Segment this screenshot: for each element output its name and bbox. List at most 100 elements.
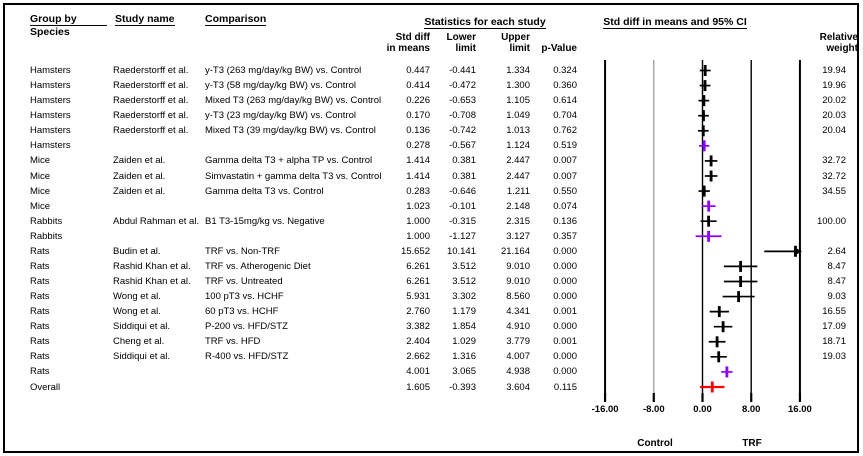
cell-p: 0.000 bbox=[553, 366, 577, 378]
cell-study: Raederstorff et al. bbox=[113, 125, 189, 137]
cell-upper: 2.447 bbox=[506, 155, 530, 167]
cell-std_diff: 15.652 bbox=[400, 245, 430, 257]
cell-weight: 32.72 bbox=[822, 155, 846, 167]
cell-study bbox=[113, 364, 205, 379]
cell-p: 0.115 bbox=[553, 381, 577, 393]
table-row: Hamsters Raederstorff et al. y-T3 (23 mg/d… bbox=[0, 108, 863, 123]
cell-upper: 4.910 bbox=[506, 321, 530, 333]
cell-lower: 3.512 bbox=[452, 276, 476, 287]
cell-study: Wong et al. bbox=[113, 291, 161, 303]
cell-std_diff: 1.023 bbox=[406, 200, 430, 212]
cell-upper: 2.315 bbox=[506, 215, 530, 227]
comparison-header: Comparison bbox=[205, 13, 267, 26]
cell-lower: -1.127 bbox=[449, 230, 476, 242]
cell-species: Hamsters bbox=[30, 95, 71, 107]
cell-upper: 1.124 bbox=[506, 140, 530, 152]
cell-study bbox=[113, 380, 205, 395]
table-row: Rats Rashid Khan et al. TRF vs. Untreated 6… bbox=[0, 274, 863, 289]
cell-upper: 4.938 bbox=[506, 366, 530, 378]
cell-p: 0.007 bbox=[553, 170, 577, 182]
cell-comparison: 100 pT3 vs. HCHF bbox=[205, 291, 284, 303]
cell-species: Mice bbox=[30, 170, 51, 182]
cell-species: Rabbits bbox=[30, 215, 63, 227]
cell-comparison: Gamma delta T3 + alpha TP vs. Control bbox=[205, 155, 373, 167]
cell-lower: 10.141 bbox=[446, 245, 476, 257]
col-header-p-value: p-Value bbox=[541, 43, 577, 54]
cell-comparison bbox=[205, 138, 377, 153]
x-tick-label: 16.00 bbox=[788, 404, 812, 415]
cell-comparison: TRF vs. Atherogenic Diet bbox=[205, 260, 311, 272]
cell-weight: 20.02 bbox=[822, 95, 846, 107]
cell-upper: 21.164 bbox=[500, 245, 530, 257]
cell-weight: 19.96 bbox=[822, 80, 846, 92]
table-row: Mice Zaiden et al. Gamma delta T3 vs. Cont… bbox=[0, 184, 863, 199]
cell-upper: 4.341 bbox=[506, 306, 530, 318]
cell-upper: 1.211 bbox=[506, 185, 530, 197]
axis-annotation-trf: TRF bbox=[742, 438, 762, 449]
cell-species: Rats bbox=[30, 291, 50, 303]
cell-std_diff: 0.136 bbox=[406, 125, 430, 137]
cell-upper: 1.013 bbox=[506, 125, 530, 137]
cell-weight bbox=[778, 199, 846, 214]
cell-species: Rats bbox=[30, 245, 50, 257]
group-by-header: Group by Species bbox=[30, 13, 107, 38]
cell-lower: -0.315 bbox=[449, 215, 476, 227]
cell-species: Hamsters bbox=[30, 125, 71, 137]
cell-weight: 17.09 bbox=[822, 321, 846, 333]
cell-study: Rashid Khan et al. bbox=[113, 260, 191, 272]
cell-std_diff: 1.414 bbox=[406, 155, 430, 167]
cell-std_diff: 0.447 bbox=[406, 65, 430, 76]
cell-comparison: Mixed T3 (39 mg/day/kg BW) vs. Control bbox=[205, 125, 376, 137]
cell-p: 0.519 bbox=[553, 140, 577, 152]
cell-weight bbox=[778, 380, 846, 395]
cell-lower: -0.653 bbox=[449, 95, 476, 107]
cell-comparison: y-T3 (263 mg/day/kg BW) vs. Control bbox=[205, 65, 362, 76]
cell-comparison: P-200 vs. HFD/STZ bbox=[205, 321, 288, 333]
cell-lower: 1.316 bbox=[452, 351, 476, 363]
cell-comparison: TRF vs. Non-TRF bbox=[205, 245, 280, 257]
cell-study: Zaiden et al. bbox=[113, 155, 166, 167]
cell-study: Raederstorff et al. bbox=[113, 65, 189, 76]
cell-p: 0.136 bbox=[553, 215, 577, 227]
cell-std_diff: 0.278 bbox=[406, 140, 430, 152]
cell-p: 0.357 bbox=[553, 230, 577, 242]
cell-upper: 2.447 bbox=[506, 170, 530, 182]
cell-lower: 1.029 bbox=[452, 336, 476, 348]
table-row: Rats 4.001 3.065 4.938 0.000 bbox=[0, 364, 863, 379]
x-tick-label: -16.00 bbox=[591, 404, 619, 415]
cell-std_diff: 1.414 bbox=[406, 170, 430, 182]
study-name-header: Study name bbox=[115, 13, 175, 26]
cell-lower: -0.101 bbox=[449, 200, 476, 212]
cell-lower: 0.381 bbox=[452, 155, 476, 167]
table-row: Mice 1.023 -0.101 2.148 0.074 bbox=[0, 199, 863, 214]
cell-p: 0.007 bbox=[553, 155, 577, 167]
table-row: Rats Budin et al. TRF vs. Non-TRF 15.652 10.… bbox=[0, 244, 863, 259]
cell-species: Rats bbox=[30, 366, 50, 378]
cell-p: 0.762 bbox=[553, 125, 577, 137]
cell-p: 0.000 bbox=[553, 276, 577, 287]
cell-species: Mice bbox=[30, 185, 51, 197]
cell-study: Siddiqui et al. bbox=[113, 351, 171, 363]
cell-study: Raederstorff et al. bbox=[113, 95, 189, 107]
axis-annotation-control: Control bbox=[637, 438, 673, 449]
table-row: Hamsters Raederstorff et al. y-T3 (58 mg/d… bbox=[0, 78, 863, 93]
cell-species: Rats bbox=[30, 336, 50, 348]
cell-species: Hamsters bbox=[30, 65, 71, 76]
cell-study: Abdul Rahman et al. bbox=[113, 215, 200, 227]
cell-std_diff: 2.662 bbox=[406, 351, 430, 363]
cell-study bbox=[113, 229, 205, 244]
cell-lower: -0.567 bbox=[449, 140, 476, 152]
col-header-relative-weight: Relative weight bbox=[819, 32, 858, 54]
cell-weight: 19.03 bbox=[822, 351, 846, 363]
cell-lower: 3.302 bbox=[452, 291, 476, 303]
cell-species: Hamsters bbox=[30, 110, 71, 122]
cell-std_diff: 6.261 bbox=[406, 260, 430, 272]
cell-lower: -0.646 bbox=[449, 185, 476, 197]
cell-species: Rats bbox=[30, 276, 50, 287]
cell-lower: 1.179 bbox=[452, 306, 476, 318]
cell-upper: 1.105 bbox=[506, 95, 530, 107]
cell-species: Hamsters bbox=[30, 80, 71, 92]
table-row: Rabbits Abdul Rahman et al. B1 T3-15mg/kg … bbox=[0, 214, 863, 229]
cell-std_diff: 0.170 bbox=[406, 110, 430, 122]
